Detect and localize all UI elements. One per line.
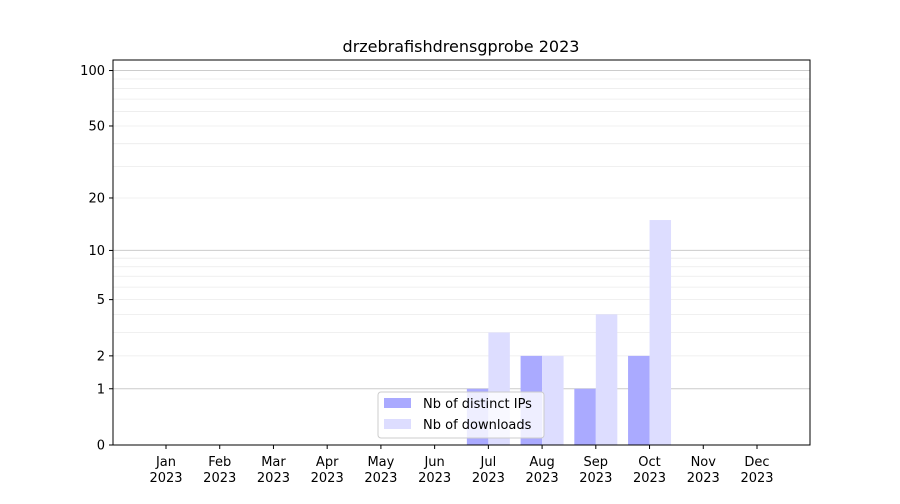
x-tick-label: Dec 2023 [740, 455, 773, 486]
bar-distinct-ips [574, 388, 596, 445]
bar-downloads [595, 314, 618, 445]
x-tick-label: Apr 2023 [311, 455, 344, 486]
legend-label: Nb of distinct IPs [423, 397, 532, 412]
y-tick-label: 2 [97, 349, 105, 364]
x-tick-label: Sep 2023 [579, 455, 612, 486]
y-tick-label: 10 [88, 244, 105, 259]
y-tick-label: 100 [80, 64, 105, 79]
x-tick-label: Feb 2023 [203, 455, 236, 486]
legend-box [377, 391, 545, 439]
bar-downloads [649, 220, 672, 445]
x-tick-label: Aug 2023 [526, 455, 559, 486]
y-tick-label: 1 [97, 382, 105, 397]
x-tick-label: Mar 2023 [257, 455, 290, 486]
x-tick-label: Oct 2023 [633, 455, 666, 486]
plot-frame [112, 59, 811, 446]
legend-label: Nb of downloads [423, 418, 532, 433]
legend: Nb of distinct IPs Nb of downloads [377, 391, 545, 439]
x-tick-label: Jul 2023 [472, 455, 505, 486]
x-tick-label: Jan 2023 [149, 455, 182, 486]
legend-swatch [384, 398, 411, 408]
y-tick-label: 20 [88, 191, 105, 206]
y-tick-label: 0 [97, 439, 105, 454]
y-tick-label: 50 [88, 119, 105, 134]
bar-distinct-ips [628, 355, 650, 445]
x-tick-label: Jun 2023 [418, 455, 451, 486]
y-tick-label: 5 [97, 293, 105, 308]
x-tick-label: May 2023 [364, 455, 397, 486]
bar-downloads [542, 355, 564, 445]
x-tick-label: Nov 2023 [687, 455, 720, 486]
legend-swatch [384, 419, 411, 429]
chart-title: drzebrafishdrensgprobe 2023 [343, 37, 580, 56]
